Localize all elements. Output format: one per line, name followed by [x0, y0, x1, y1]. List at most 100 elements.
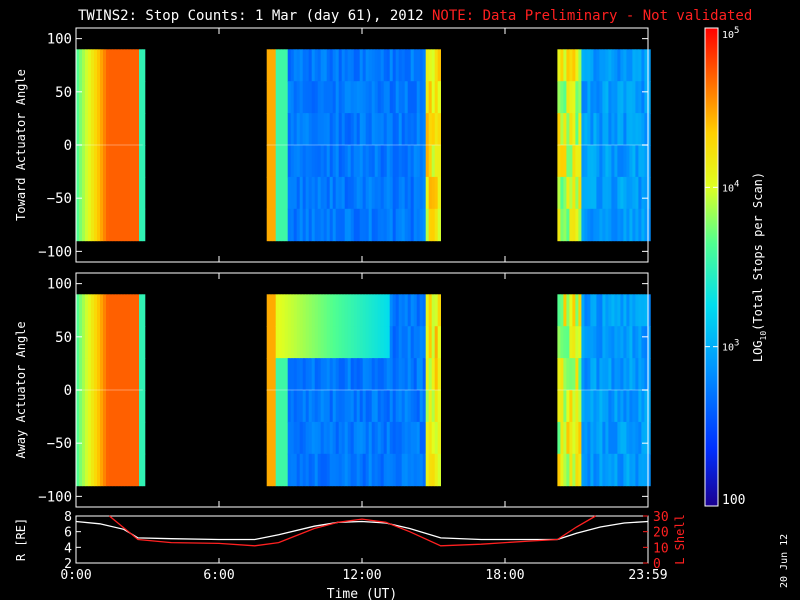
- heatmap-cell: [368, 294, 372, 327]
- heatmap-cell: [557, 81, 561, 114]
- heatmap-cell: [398, 390, 402, 423]
- heatmap-cell: [91, 326, 95, 359]
- heatmap-cell: [350, 421, 354, 455]
- heatmap-cell: [584, 176, 588, 210]
- heatmap-cell: [115, 294, 119, 327]
- heatmap-cell: [401, 294, 405, 327]
- heatmap-cell: [638, 294, 642, 327]
- heatmap-cell: [374, 294, 378, 327]
- heatmap-cell: [106, 453, 110, 487]
- heatmap-cell: [560, 294, 564, 327]
- heatmap-cell: [386, 294, 390, 327]
- heatmap-cell: [338, 81, 342, 114]
- heatmap-cell: [100, 453, 104, 487]
- heatmap-cell: [103, 390, 107, 423]
- heatmap-cell: [563, 81, 567, 114]
- heatmap-cell: [437, 358, 441, 391]
- heatmap-cell: [323, 176, 327, 210]
- heatmap-cell: [605, 453, 609, 487]
- heatmap-cell: [344, 49, 348, 82]
- heatmap-cell: [266, 294, 270, 327]
- heatmap-cell: [560, 453, 564, 487]
- heatmap-cell: [563, 208, 567, 242]
- heatmap-cell: [314, 421, 318, 455]
- heatmap-cell: [142, 358, 146, 391]
- heatmap-cell: [91, 294, 95, 327]
- heatmap-cell: [350, 81, 354, 114]
- heatmap-cell: [76, 176, 80, 210]
- heatmap-cell: [359, 176, 363, 210]
- heatmap-cell: [611, 390, 615, 423]
- heatmap-cell: [266, 453, 270, 487]
- heatmap-cell: [614, 49, 618, 82]
- heatmap-cell: [133, 453, 137, 487]
- heatmap-cell: [287, 49, 291, 82]
- heatmap-cell: [103, 421, 107, 455]
- heatmap-cell: [389, 421, 393, 455]
- heatmap-cell: [590, 358, 594, 391]
- heatmap-cell: [578, 208, 582, 242]
- heatmap-cell: [284, 49, 288, 82]
- heatmap-cell: [287, 113, 291, 146]
- heatmap-cell: [602, 145, 606, 178]
- heatmap-cell: [302, 390, 306, 423]
- heatmap-cell: [136, 453, 140, 487]
- heatmap-cell: [428, 113, 432, 146]
- heatmap-cell: [626, 113, 630, 146]
- heatmap-cell: [425, 81, 429, 114]
- heatmap-cell: [374, 49, 378, 82]
- colorbar-tick-label: 105: [722, 26, 739, 41]
- heatmap-cell: [323, 326, 327, 359]
- toward-heatmap-panel: 100 50 0 −50 −100 Toward Actuator Angle: [14, 27, 651, 263]
- heatmap-cell: [623, 390, 627, 423]
- heatmap-cell: [398, 113, 402, 146]
- heatmap-cell: [392, 208, 396, 242]
- heatmap-cell: [121, 176, 125, 210]
- heatmap-cell: [293, 208, 297, 242]
- heatmap-cell: [599, 453, 603, 487]
- heatmap-cell: [599, 390, 603, 423]
- heatmap-cell: [275, 453, 279, 487]
- heatmap-cell: [569, 358, 573, 391]
- heatmap-cell: [425, 113, 429, 146]
- heatmap-cell: [91, 113, 95, 146]
- heatmap-cell: [578, 145, 582, 178]
- heatmap-cell: [308, 145, 312, 178]
- heatmap-cell: [404, 113, 408, 146]
- heatmap-cell: [605, 81, 609, 114]
- heatmap-cell: [323, 358, 327, 391]
- heatmap-cell: [377, 294, 381, 327]
- heatmap-cell: [347, 49, 351, 82]
- heatmap-cell: [632, 294, 636, 327]
- heatmap-cell: [293, 81, 297, 114]
- heatmap-cell: [266, 421, 270, 455]
- heatmap-cell: [308, 49, 312, 82]
- heatmap-cell: [566, 113, 570, 146]
- heatmap-cell: [557, 113, 561, 146]
- heatmap-cell: [605, 294, 609, 327]
- heatmap-cell: [431, 358, 435, 391]
- heatmap-cell: [350, 358, 354, 391]
- heatmap-cell: [416, 358, 420, 391]
- heatmap-cell: [377, 81, 381, 114]
- heatmap-cell: [139, 49, 143, 82]
- heatmap-cell: [431, 294, 435, 327]
- heatmap-cell: [563, 421, 567, 455]
- heatmap-cell: [431, 208, 435, 242]
- heatmap-cell: [299, 176, 303, 210]
- heatmap-cell: [581, 358, 585, 391]
- heatmap-cell: [434, 208, 438, 242]
- heatmap-cell: [103, 49, 107, 82]
- heatmap-cell: [341, 145, 345, 178]
- heatmap-cell: [82, 113, 86, 146]
- heatmap-cell: [422, 113, 426, 146]
- heatmap-cell: [404, 326, 408, 359]
- heatmap-cell: [398, 145, 402, 178]
- heatmap-cell: [413, 453, 417, 487]
- heatmap-cell: [404, 453, 408, 487]
- heatmap-cell: [647, 49, 651, 82]
- heatmap-cell: [91, 421, 95, 455]
- heatmap-cell: [608, 326, 612, 359]
- heatmap-cell: [293, 113, 297, 146]
- heatmap-cell: [85, 390, 89, 423]
